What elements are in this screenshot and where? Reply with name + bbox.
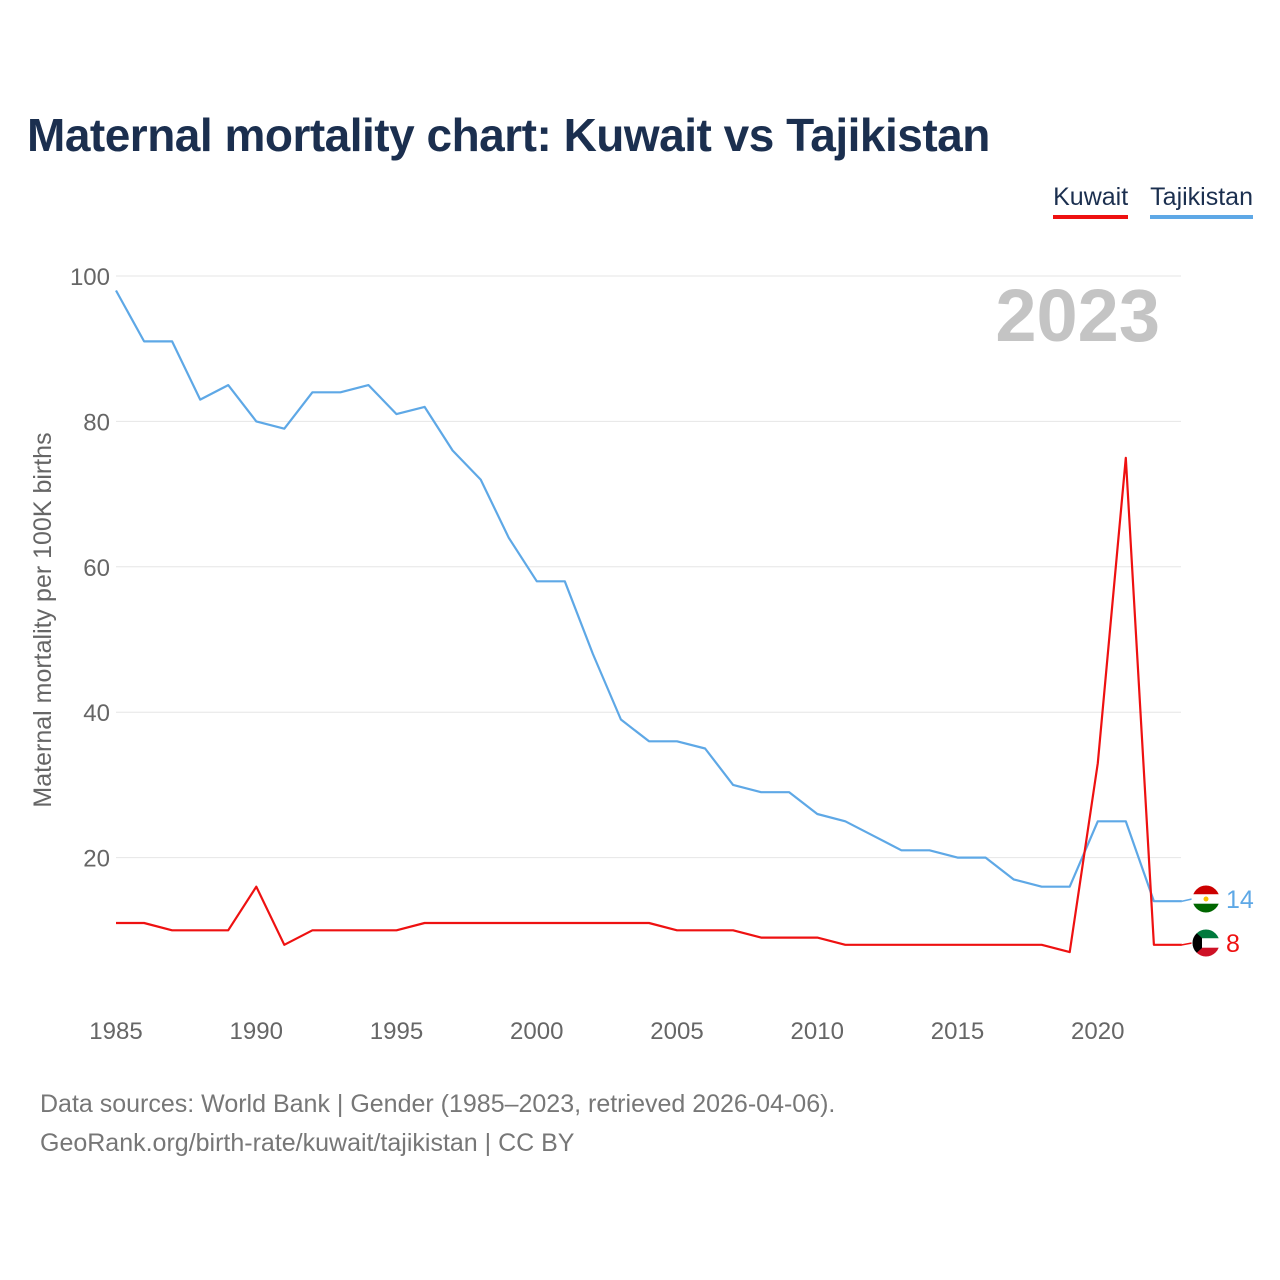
end-label-tajikistan: 14 [1226,886,1254,914]
source-link[interactable]: GeoRank.org/birth-rate/kuwait/tajikistan… [40,1129,575,1157]
legend-item-kuwait[interactable]: Kuwait [1053,182,1129,219]
flag-tajikistan-icon [1191,884,1221,914]
x-tick-2020: 2020 [1071,1018,1124,1045]
year-label: 2023 [995,274,1160,357]
end-label-kuwait: 8 [1226,930,1240,958]
y-tick-40: 40 [83,700,110,727]
footer: Data sources: World Bank | Gender (1985–… [40,1085,835,1163]
x-tick-1985: 1985 [89,1018,142,1045]
x-tick-labels: 1985 1990 1995 2000 2005 2010 2015 2020 [89,1018,1124,1045]
data-source: Data sources: World Bank | Gender (1985–… [40,1090,836,1118]
y-tick-20: 20 [83,846,110,873]
series-lines [115,289,1182,954]
y-axis-label: Maternal mortality per 100K births [29,432,57,807]
connector-tajikistan [1181,898,1193,902]
x-tick-2015: 2015 [931,1018,984,1045]
flag-kuwait-icon [1191,928,1221,958]
y-tick-60: 60 [83,555,110,582]
series-line-tajikistan [115,289,1182,903]
x-tick-1995: 1995 [370,1018,423,1045]
line-chart: 20 40 60 80 100 1985 1990 1995 2000 2005 2010 2015… [29,264,1254,1045]
x-tick-1990: 1990 [230,1018,283,1045]
grid-lines [116,275,1181,859]
legend-item-tajikistan[interactable]: Tajikistan [1150,182,1253,219]
end-labels: 8 14 [1181,884,1254,958]
x-tick-2010: 2010 [791,1018,844,1045]
series-line-kuwait [116,456,1182,954]
y-tick-100: 100 [70,264,110,291]
y-tick-80: 80 [83,409,110,436]
x-tick-2005: 2005 [650,1018,703,1045]
legend: Kuwait Tajikistan [1053,182,1253,219]
connector-kuwait [1181,942,1193,946]
x-tick-2000: 2000 [510,1018,563,1045]
y-tick-labels: 20 40 60 80 100 [70,264,110,873]
chart-title: Maternal mortality chart: Kuwait vs Taji… [27,109,990,161]
